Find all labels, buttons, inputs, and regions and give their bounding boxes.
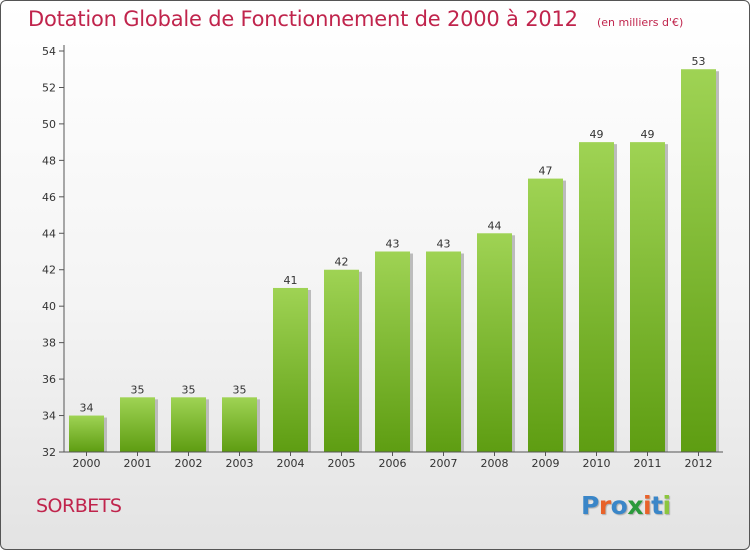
y-tick-label: 52 [42,81,56,94]
x-tick-label: 2010 [583,457,611,470]
y-tick-label: 44 [42,227,56,240]
x-tick-label: 2006 [379,457,407,470]
y-tick-label: 34 [42,410,56,423]
y-tick-label: 46 [42,191,56,204]
bar-2003 [222,397,257,452]
y-tick-label: 48 [42,154,56,167]
proxiti-logo[interactable]: Proxiti [581,491,671,520]
title-row: Dotation Globale de Fonctionnement de 20… [28,7,683,31]
y-tick-label: 42 [42,264,56,277]
x-tick-label: 2007 [430,457,458,470]
data-label: 42 [335,256,349,269]
logo-letter: r [598,491,611,520]
town-name: SORBETS [36,495,122,517]
bar-2007 [426,251,461,452]
y-tick-label: 36 [42,373,56,386]
y-tick-label: 40 [42,300,56,313]
x-tick-label: 2011 [634,457,662,470]
data-label: 34 [80,402,94,415]
bar-2002 [171,397,206,452]
data-label: 43 [386,238,400,251]
y-tick-label: 50 [42,118,56,131]
data-label: 49 [641,128,655,141]
x-tick-label: 2009 [532,457,560,470]
data-label: 35 [131,383,145,396]
bar-2005 [324,269,359,452]
y-tick-label: 38 [42,337,56,350]
x-tick-label: 2012 [685,457,713,470]
x-tick-label: 2004 [277,457,305,470]
axes-layer: 2000 2001 2002 2003 2004 2005 2006 2007 2008 2009… [42,45,723,470]
x-tick-label: 2005 [328,457,356,470]
logo-letter: P [581,491,599,520]
bar-2010 [579,142,614,453]
logo-letter: o [610,491,628,520]
bar-2006 [375,251,410,452]
logo-letter: x [627,491,643,520]
chart-title: Dotation Globale de Fonctionnement de 20… [28,7,578,31]
logo-letter: i [643,491,652,520]
logo-letter: t [651,491,663,520]
data-label: 53 [692,55,706,68]
y-tick-label: 54 [42,45,56,58]
x-tick-label: 2003 [226,457,254,470]
x-tick-label: 2008 [481,457,509,470]
data-label: 44 [488,219,502,232]
bar-2011 [630,142,665,453]
data-label: 49 [590,128,604,141]
y-tick-label: 32 [42,446,56,459]
x-tick-label: 2000 [73,457,101,470]
bar-2009 [528,178,563,452]
data-label: 35 [182,383,196,396]
bar-2000 [69,415,104,452]
x-tick-label: 2002 [175,457,203,470]
x-tick-label: 2001 [124,457,152,470]
bar-2004 [273,287,308,452]
bar-2001 [120,397,155,452]
data-label: 41 [284,274,298,287]
logo-letter: i [662,491,672,520]
data-label: 35 [233,383,247,396]
bar-2012 [681,69,716,453]
chart-subtitle: (en milliers d'€) [596,16,684,29]
bars-layer: 34 35 35 35 41 42 43 43 44 47 49 49 53 [69,55,719,453]
data-label: 47 [539,165,553,178]
data-label: 43 [437,238,451,251]
bar-2008 [477,233,512,452]
